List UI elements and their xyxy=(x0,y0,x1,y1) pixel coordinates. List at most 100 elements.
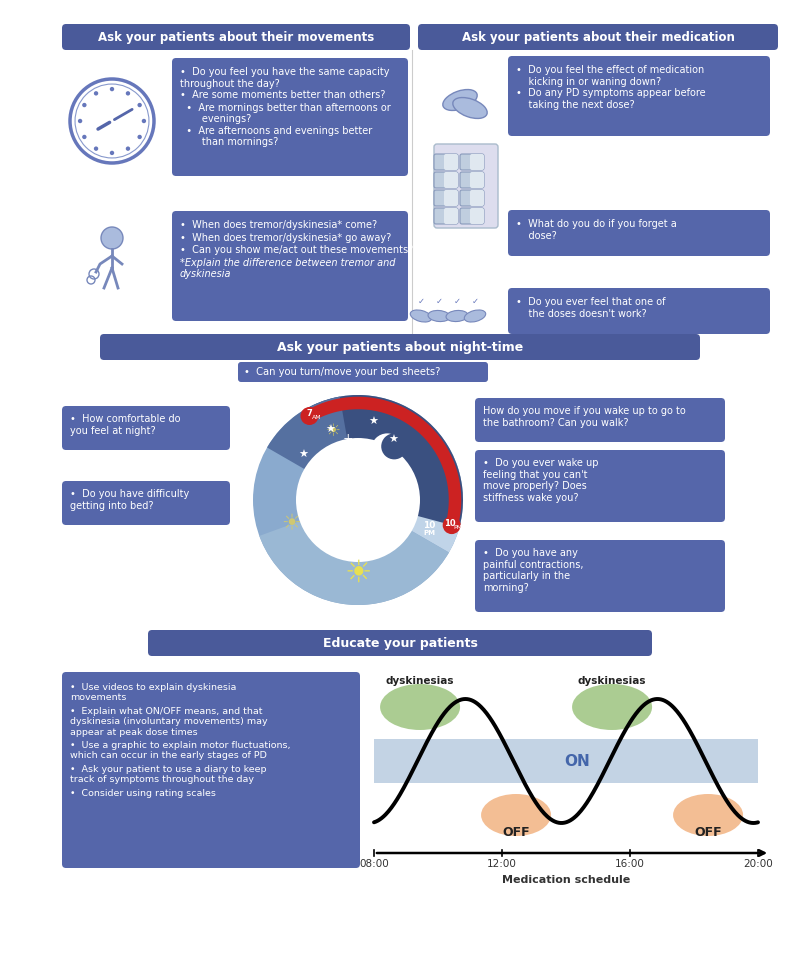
FancyBboxPatch shape xyxy=(475,398,725,442)
Circle shape xyxy=(442,516,461,534)
Text: 12:00: 12:00 xyxy=(487,859,517,869)
Circle shape xyxy=(94,91,98,96)
FancyBboxPatch shape xyxy=(434,144,498,228)
Ellipse shape xyxy=(453,98,487,119)
Text: ★: ★ xyxy=(325,425,335,435)
Circle shape xyxy=(82,103,86,107)
Text: •  How comfortable do
you feel at night?: • How comfortable do you feel at night? xyxy=(70,414,181,436)
FancyBboxPatch shape xyxy=(475,450,725,522)
FancyBboxPatch shape xyxy=(374,739,758,783)
FancyBboxPatch shape xyxy=(508,288,770,334)
Circle shape xyxy=(110,87,114,91)
Text: Medication schedule: Medication schedule xyxy=(502,875,630,885)
FancyBboxPatch shape xyxy=(434,190,458,206)
Wedge shape xyxy=(259,500,449,605)
Text: Educate your patients: Educate your patients xyxy=(322,637,478,649)
FancyBboxPatch shape xyxy=(62,406,230,450)
FancyBboxPatch shape xyxy=(475,540,725,612)
Circle shape xyxy=(94,146,98,151)
Text: ☀: ☀ xyxy=(344,559,372,588)
Circle shape xyxy=(382,433,407,460)
Circle shape xyxy=(70,79,154,163)
FancyBboxPatch shape xyxy=(62,672,360,868)
FancyBboxPatch shape xyxy=(444,154,458,170)
FancyBboxPatch shape xyxy=(470,172,484,188)
Text: ★: ★ xyxy=(298,450,308,460)
Text: •  What do you do if you forget a
    dose?: • What do you do if you forget a dose? xyxy=(516,219,677,241)
Text: ✓: ✓ xyxy=(471,297,478,306)
Text: Ask your patients about their medication: Ask your patients about their medication xyxy=(462,31,734,44)
Wedge shape xyxy=(267,397,358,500)
Text: •  Explain what ON/OFF means, and that
dyskinesia (involuntary movements) may
ap: • Explain what ON/OFF means, and that dy… xyxy=(70,707,268,737)
Text: •  Use videos to explain dyskinesia
movements: • Use videos to explain dyskinesia movem… xyxy=(70,683,236,703)
Circle shape xyxy=(82,135,86,140)
Text: 08:00: 08:00 xyxy=(359,859,389,869)
Ellipse shape xyxy=(380,684,460,730)
Text: +: + xyxy=(342,431,354,445)
Text: 10: 10 xyxy=(423,521,436,530)
FancyBboxPatch shape xyxy=(460,190,484,206)
Text: 20:00: 20:00 xyxy=(743,859,773,869)
Wedge shape xyxy=(306,395,463,527)
Circle shape xyxy=(371,433,403,466)
Ellipse shape xyxy=(410,310,432,322)
FancyBboxPatch shape xyxy=(444,190,458,206)
Ellipse shape xyxy=(572,684,652,730)
Circle shape xyxy=(110,151,114,155)
Circle shape xyxy=(78,119,82,123)
FancyBboxPatch shape xyxy=(100,334,700,360)
Text: Ask your patients about night-time: Ask your patients about night-time xyxy=(277,340,523,354)
Text: •  Do you ever feel that one of
    the doses doesn't work?: • Do you ever feel that one of the doses… xyxy=(516,297,666,318)
Text: OFF: OFF xyxy=(694,827,722,839)
Circle shape xyxy=(296,438,420,562)
Circle shape xyxy=(101,227,123,249)
Circle shape xyxy=(138,135,142,140)
Text: ★: ★ xyxy=(368,417,378,427)
Text: ✓: ✓ xyxy=(418,297,425,306)
Text: •  When does tremor/dyskinesia* come?: • When does tremor/dyskinesia* come? xyxy=(180,220,377,230)
Text: ☀: ☀ xyxy=(326,422,340,440)
FancyBboxPatch shape xyxy=(470,154,484,170)
Ellipse shape xyxy=(464,310,486,322)
Text: 10: 10 xyxy=(444,518,455,528)
Circle shape xyxy=(126,146,130,151)
Text: •  Are mornings better than afternoons or
       evenings?: • Are mornings better than afternoons or… xyxy=(180,102,390,124)
Text: ✓: ✓ xyxy=(435,297,442,306)
Text: •  When does tremor/dyskinesia* go away?: • When does tremor/dyskinesia* go away? xyxy=(180,232,391,243)
Text: Ask your patients about their movements: Ask your patients about their movements xyxy=(98,31,374,44)
Text: *Explain the difference between tremor and
dyskinesia: *Explain the difference between tremor a… xyxy=(180,257,395,279)
Text: •  Do you have any
painful contractions,
particularly in the
morning?: • Do you have any painful contractions, … xyxy=(483,548,583,593)
FancyBboxPatch shape xyxy=(508,210,770,256)
Text: •  Ask your patient to use a diary to keep
track of symptoms throughout the day: • Ask your patient to use a diary to kee… xyxy=(70,765,266,785)
FancyBboxPatch shape xyxy=(434,172,458,188)
FancyBboxPatch shape xyxy=(418,24,778,50)
FancyBboxPatch shape xyxy=(62,24,410,50)
Ellipse shape xyxy=(428,311,450,321)
FancyBboxPatch shape xyxy=(508,56,770,136)
FancyBboxPatch shape xyxy=(444,208,458,224)
Text: •  Are afternoons and evenings better
       than mornings?: • Are afternoons and evenings better tha… xyxy=(180,125,372,147)
Text: •  Do you ever wake up
feeling that you can't
move properly? Does
stiffness wake: • Do you ever wake up feeling that you c… xyxy=(483,458,598,503)
FancyBboxPatch shape xyxy=(148,630,652,656)
Text: dyskinesias: dyskinesias xyxy=(386,676,454,686)
Text: •  Are some moments better than others?: • Are some moments better than others? xyxy=(180,90,386,100)
FancyBboxPatch shape xyxy=(172,58,408,176)
Circle shape xyxy=(253,395,463,605)
Text: ✓: ✓ xyxy=(454,297,461,306)
Text: •  Use a graphic to explain motor fluctuations,
which can occur in the early sta: • Use a graphic to explain motor fluctua… xyxy=(70,741,290,760)
Text: •  Do you feel you have the same capacity
throughout the day?: • Do you feel you have the same capacity… xyxy=(180,67,390,89)
FancyBboxPatch shape xyxy=(460,208,484,224)
Text: ☀: ☀ xyxy=(282,514,302,534)
Circle shape xyxy=(126,91,130,96)
Circle shape xyxy=(142,119,146,123)
Text: •  Do you feel the effect of medication
    kicking in or waning down?
•  Do any: • Do you feel the effect of medication k… xyxy=(516,65,706,110)
FancyBboxPatch shape xyxy=(238,362,488,382)
Text: PM: PM xyxy=(424,531,436,536)
FancyBboxPatch shape xyxy=(434,154,458,170)
Circle shape xyxy=(138,103,142,107)
FancyBboxPatch shape xyxy=(460,172,484,188)
FancyBboxPatch shape xyxy=(470,208,484,224)
Text: •  Can you show me/act out these movements?: • Can you show me/act out these movement… xyxy=(180,245,414,255)
FancyBboxPatch shape xyxy=(444,172,458,188)
Circle shape xyxy=(301,407,318,425)
